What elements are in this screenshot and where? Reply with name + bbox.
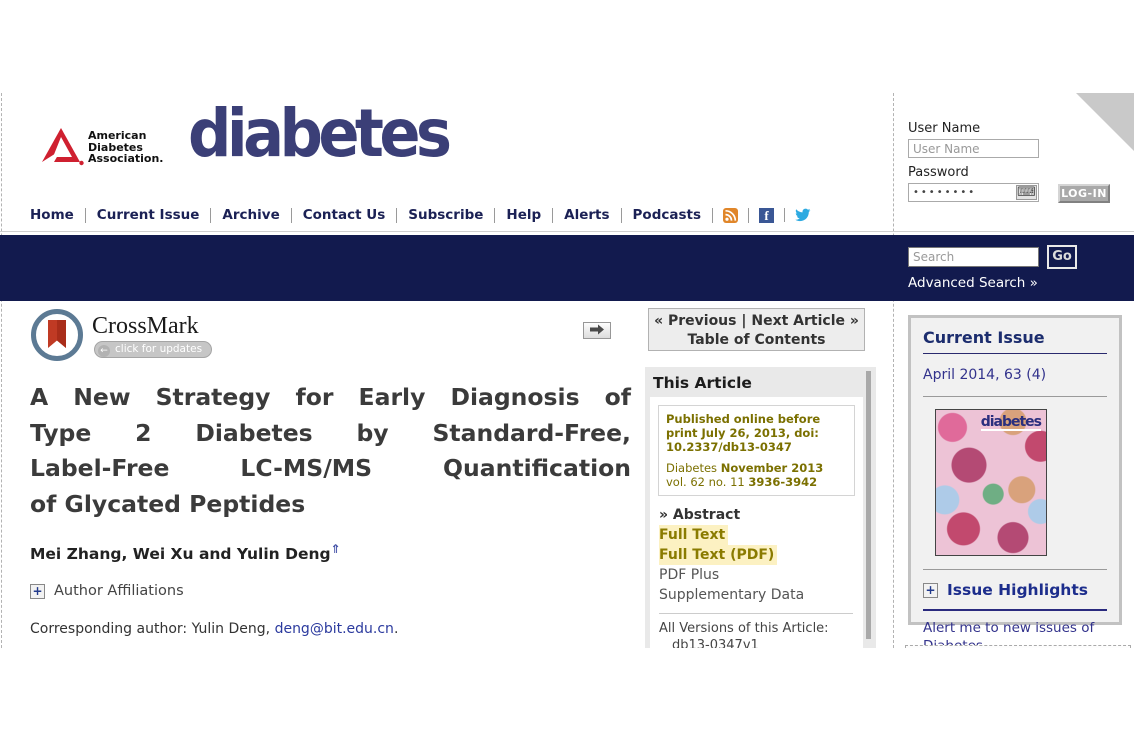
current-issue-box: Current Issue April 2014, 63 (4) diabete… xyxy=(908,315,1122,648)
full-text-link[interactable]: Full Text xyxy=(659,525,729,545)
corresponding-author-email-link[interactable]: deng@bit.edu.cn xyxy=(274,621,394,637)
corresponding-author-arrow-icon[interactable]: ⇑ xyxy=(330,542,341,556)
facebook-icon: f xyxy=(759,207,775,223)
twitter-link[interactable] xyxy=(784,208,821,222)
crossmark-tagline: click for updates xyxy=(115,343,203,355)
journal-cover-thumbnail[interactable]: diabetes xyxy=(935,409,1047,556)
right-arrow-icon xyxy=(590,324,604,335)
page-left-dashed-border xyxy=(1,93,2,648)
pager-separator: | xyxy=(736,313,752,329)
links-divider xyxy=(659,613,853,614)
ada-logo-text: American Diabetes Association. xyxy=(88,129,164,165)
crossmark-wordmark: CrossMark xyxy=(92,313,199,339)
pdf-plus-link[interactable]: PDF Plus xyxy=(659,567,720,583)
next-sidebar-section-stub xyxy=(905,645,1131,648)
corner-fold-decoration xyxy=(1076,93,1134,151)
supplementary-data-link[interactable]: Supplementary Data xyxy=(659,587,805,603)
abstract-link[interactable]: » Abstract xyxy=(659,507,741,523)
header-divider xyxy=(0,231,1134,232)
issue-highlights-label: Issue Highlights xyxy=(947,581,1088,599)
username-label: User Name xyxy=(908,121,981,136)
password-label: Password xyxy=(908,165,969,180)
sidebar-divider xyxy=(923,569,1107,570)
ada-logo-icon[interactable] xyxy=(40,126,84,172)
journal-page: American Diabetes Association. diabetes … xyxy=(0,93,1134,648)
all-versions-section: All Versions of this Article: db13-0347v… xyxy=(659,620,863,648)
current-issue-link[interactable]: April 2014, 63 (4) xyxy=(923,367,1047,383)
column-dashed-divider xyxy=(893,93,894,648)
crossmark-badge[interactable]: CrossMark ← click for updates xyxy=(30,308,230,364)
username-input[interactable] xyxy=(908,139,1039,158)
published-online-text: Published online before print July 26, 2… xyxy=(666,412,821,454)
full-text-pdf-link[interactable]: Full Text (PDF) xyxy=(659,545,778,565)
panel-scrollbar[interactable] xyxy=(866,371,871,639)
sidebar-rule xyxy=(923,609,1107,611)
corresponding-author-line: Corresponding author: Yulin Deng, deng@b… xyxy=(30,621,399,637)
search-go-button[interactable]: Go xyxy=(1047,245,1077,269)
plus-icon: + xyxy=(30,583,45,599)
main-nav: Home Current Issue Archive Contact Us Su… xyxy=(30,203,821,227)
crossmark-icon xyxy=(31,309,83,361)
sidebar-divider xyxy=(923,396,1107,397)
author-affiliations-toggle[interactable]: + Author Affiliations xyxy=(30,583,184,599)
previous-article-link[interactable]: « Previous xyxy=(654,313,737,329)
cover-masthead: diabetes xyxy=(980,414,1042,431)
author-affiliations-label: Author Affiliations xyxy=(54,583,184,599)
current-issue-heading: Current Issue xyxy=(923,328,1107,354)
navy-band: Go Advanced Search » xyxy=(0,235,1134,301)
version-link[interactable]: db13-0347v1 xyxy=(672,638,759,648)
citation-box: Published online before print July 26, 2… xyxy=(658,405,855,496)
search-input[interactable] xyxy=(908,247,1039,267)
nav-item-current-issue[interactable]: Current Issue xyxy=(84,207,211,223)
nav-item-subscribe[interactable]: Subscribe xyxy=(396,207,494,223)
nav-item-contact-us[interactable]: Contact Us xyxy=(290,207,397,223)
nav-item-archive[interactable]: Archive xyxy=(210,207,290,223)
virtual-keyboard-icon[interactable]: ⌨ xyxy=(1016,185,1037,200)
citation-text: Diabetes November 2013 vol. 62 no. 11 393… xyxy=(666,461,824,489)
nav-item-podcasts[interactable]: Podcasts xyxy=(620,207,712,223)
all-versions-heading: All Versions of this Article: xyxy=(659,621,829,636)
facebook-link[interactable]: f xyxy=(748,207,784,223)
left-arrow-icon: ← xyxy=(98,344,110,357)
nav-item-home[interactable]: Home xyxy=(30,206,74,223)
journal-logo[interactable]: diabetes xyxy=(188,95,452,172)
this-article-heading: This Article xyxy=(653,374,752,392)
alert-new-issues-link[interactable]: Alert me to new issues of Diabetes xyxy=(923,620,1095,648)
rss-link[interactable] xyxy=(712,207,748,223)
table-of-contents-link[interactable]: Table of Contents xyxy=(687,332,826,348)
issue-highlights-toggle[interactable]: + Issue Highlights xyxy=(923,581,1107,599)
twitter-icon xyxy=(795,208,811,222)
article-pager: « Previous | Next Article » Table of Con… xyxy=(648,308,865,351)
toolbox-arrow-button[interactable] xyxy=(583,322,611,339)
this-article-content: Published online before print July 26, 2… xyxy=(650,397,863,648)
advanced-search-link[interactable]: Advanced Search » xyxy=(908,275,1038,291)
plus-icon: + xyxy=(923,582,938,598)
next-article-link[interactable]: Next Article » xyxy=(751,313,859,329)
rss-icon xyxy=(723,207,739,223)
password-input[interactable] xyxy=(908,183,1039,202)
this-article-panel: This Article Published online before pri… xyxy=(645,367,876,648)
nav-item-help[interactable]: Help xyxy=(494,207,552,223)
ada-triangle-icon xyxy=(42,128,84,166)
nav-item-alerts[interactable]: Alerts xyxy=(552,207,620,223)
login-button[interactable]: LOG-IN xyxy=(1058,184,1110,203)
author-list: Mei Zhang, Wei Xu and Yulin Deng⇑ xyxy=(30,542,341,564)
crossmark-updates-pill[interactable]: ← click for updates xyxy=(94,341,213,358)
article-links-list: » Abstract Full Text Full Text (PDF) PDF… xyxy=(659,505,863,605)
article-title: A New Strategy for Early Diagnosis of Ty… xyxy=(30,383,631,518)
